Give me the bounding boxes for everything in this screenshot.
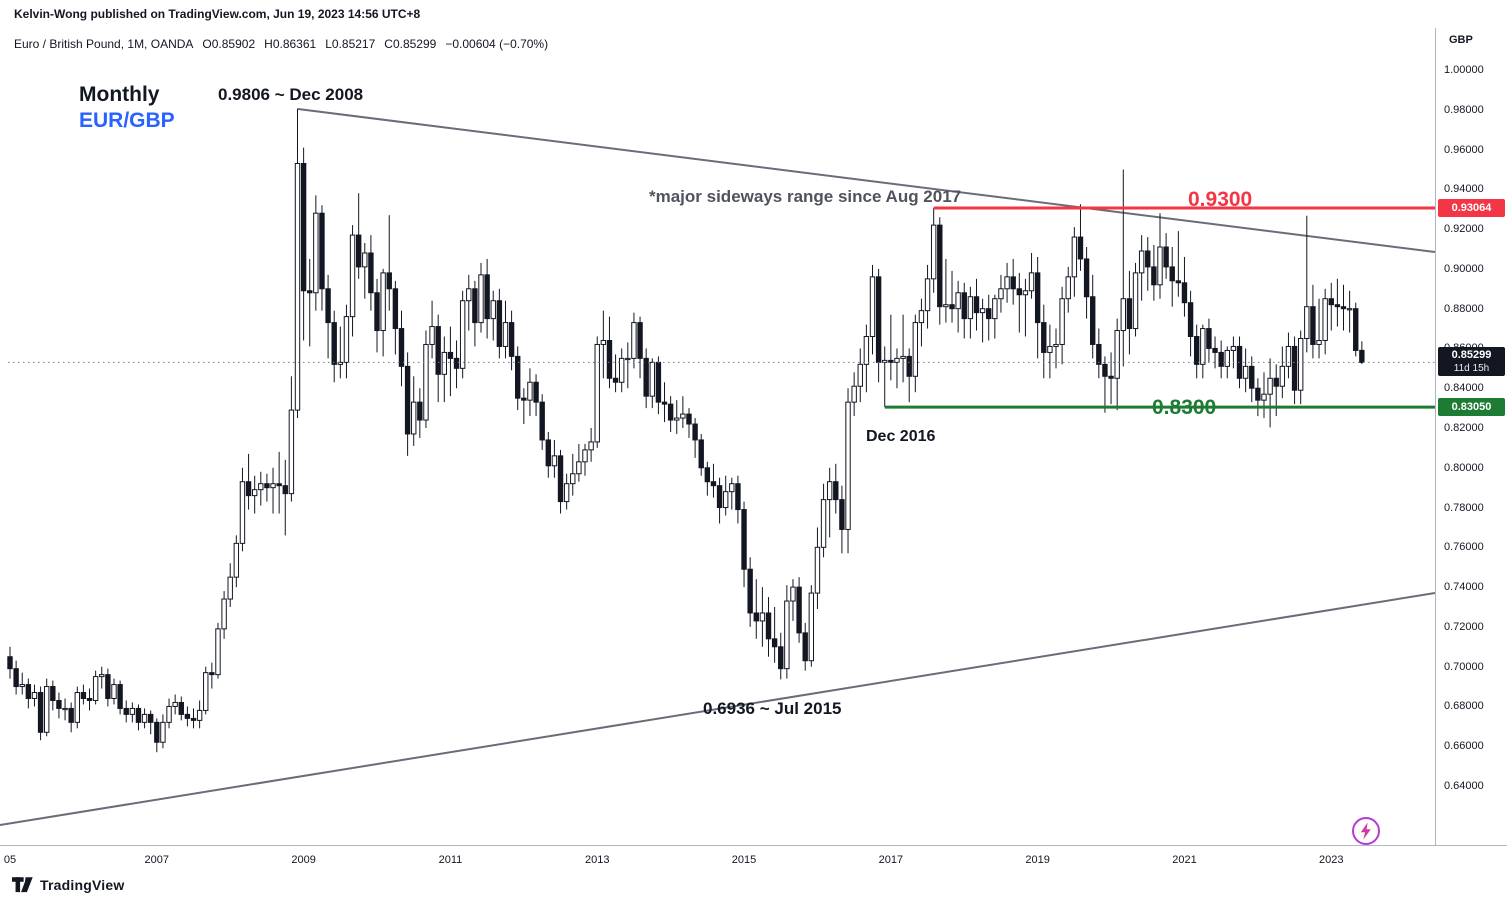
price-tick: 0.96000 [1444, 143, 1484, 156]
price-tick: 1.00000 [1444, 64, 1484, 76]
open-label: O [202, 37, 212, 51]
bar-countdown: 11d 15h [1453, 363, 1490, 375]
candles [7, 108, 1365, 753]
chart-widget: Euro / British Pound, 1M, OANDA O0.85902 H… [0, 28, 1435, 845]
time-tick: 2023 [1319, 854, 1344, 866]
interactive-chart-icon[interactable] [1350, 815, 1382, 847]
tradingview-wordmark[interactable]: TradingView [40, 877, 125, 893]
annotation-resistance-level: 0.9300 [1188, 188, 1253, 211]
trendline-ascending-support-from-lows [0, 592, 1435, 826]
price-tick: 0.72000 [1444, 620, 1484, 633]
price-tick: 0.74000 [1444, 581, 1484, 594]
high-value: 0.86361 [272, 37, 317, 51]
price-tick: 0.68000 [1444, 700, 1484, 713]
close-price-badge: 0.85299 11d 15h [1438, 347, 1505, 377]
annotation-timeframe: Monthly [79, 83, 160, 106]
resistance-price-badge: 0.93064 [1438, 198, 1505, 217]
price-tick: 0.66000 [1444, 740, 1484, 753]
annotation-2015-trough: 0.6936 ~ Jul 2015 [703, 699, 842, 718]
close-value: 0.85299 [392, 37, 437, 51]
annotation-2008-peak: 0.9806 ~ Dec 2008 [218, 85, 364, 104]
low-value: 0.85217 [331, 37, 376, 51]
price-tick: 0.98000 [1444, 103, 1484, 116]
support-price-value: 0.83050 [1451, 401, 1492, 414]
price-tick: 0.64000 [1444, 780, 1484, 792]
footer-bar: TradingView [12, 877, 124, 893]
annotation-range-note: *major sideways range since Aug 2017 [649, 187, 962, 206]
price-tick: 0.70000 [1444, 660, 1484, 673]
resistance-price-value: 0.93064 [1451, 201, 1492, 214]
time-tick: 2019 [1025, 854, 1050, 866]
change-value: −0.00604 (−0.70%) [445, 37, 549, 51]
high-label: H [264, 37, 273, 51]
time-tick: 05 [3, 854, 17, 866]
price-axis-currency: GBP [1449, 34, 1473, 46]
price-tick: 0.84000 [1444, 382, 1484, 395]
time-tick: 2015 [731, 854, 757, 866]
time-tick: 2021 [1172, 854, 1197, 866]
time-tick: 2007 [144, 854, 170, 866]
low-label: L [325, 37, 332, 51]
time-tick: 2017 [878, 854, 904, 866]
close-price-value: 0.85299 [1451, 349, 1492, 362]
price-tick: 0.76000 [1444, 541, 1484, 554]
attribution-text: Kelvin-Wong published on TradingView.com… [14, 7, 421, 21]
lightning-icon [1352, 817, 1380, 845]
trendline-descending-resistance-from-2008-high [297, 108, 1435, 253]
price-tick: 0.80000 [1444, 461, 1484, 474]
price-tick: 0.94000 [1444, 183, 1484, 196]
open-value: 0.85902 [211, 37, 256, 51]
price-chart-canvas[interactable] [0, 28, 1435, 845]
annotation-dec-2016: Dec 2016 [866, 428, 936, 445]
price-tick: 0.78000 [1444, 501, 1484, 514]
time-axis[interactable]: 05 2007 2009 2011 2013 2015 2017 2019 2021 2023 [0, 845, 1507, 875]
attribution-bar: Kelvin-Wong published on TradingView.com… [14, 7, 420, 21]
price-axis[interactable]: GBP 1.00000 0.98000 0.96000 0.94000 0.92000 0… [1435, 28, 1507, 845]
tradingview-logo-icon[interactable] [12, 877, 34, 893]
time-tick: 2013 [584, 854, 610, 866]
symbol-legend: Euro / British Pound, 1M, OANDA O0.85902 H… [14, 37, 548, 51]
price-tick: 0.92000 [1444, 223, 1484, 236]
support-price-badge: 0.83050 [1438, 398, 1505, 417]
time-tick: 2009 [291, 854, 316, 866]
time-tick: 2011 [438, 854, 463, 866]
price-tick: 0.88000 [1444, 302, 1484, 315]
price-tick: 0.90000 [1444, 262, 1484, 275]
close-label: C [384, 37, 393, 51]
price-tick: 0.82000 [1444, 422, 1484, 434]
symbol-description: Euro / British Pound, 1M, OANDA [14, 37, 194, 51]
annotation-support-level: 0.8300 [1152, 396, 1217, 419]
annotation-pair: EUR/GBP [79, 109, 175, 132]
